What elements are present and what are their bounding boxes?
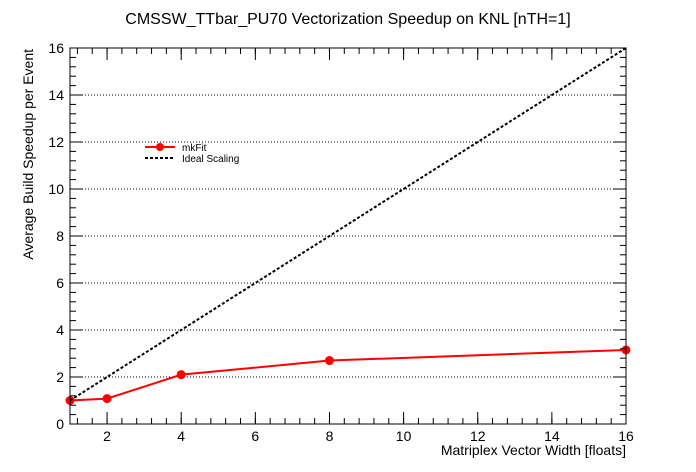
plot-series <box>65 47 631 405</box>
y-tick-label: 12 <box>48 134 64 150</box>
y-tick-label: 8 <box>56 228 64 244</box>
y-tick-label: 6 <box>56 275 64 291</box>
legend-label: Ideal Scaling <box>182 154 239 165</box>
y-tick-label: 10 <box>48 181 64 197</box>
y-tick-label: 4 <box>56 322 64 338</box>
mkfit-point <box>324 356 334 366</box>
y-tick-label: 2 <box>56 369 64 385</box>
x-tick-label: 12 <box>470 428 486 444</box>
mkfit-point <box>102 394 112 404</box>
legend-label: mkFit <box>182 143 207 154</box>
x-tick-label: 16 <box>618 428 634 444</box>
y-tick-label: 16 <box>48 40 64 56</box>
x-tick-label: 10 <box>396 428 412 444</box>
x-tick-label: 4 <box>177 428 185 444</box>
y-axis-title: Average Build Speedup per Event <box>20 49 36 260</box>
x-tick-label: 8 <box>326 428 334 444</box>
y-tick-label: 0 <box>56 416 64 432</box>
x-tick-label: 6 <box>251 428 259 444</box>
mkfit-point <box>176 370 186 380</box>
x-tick-label: 14 <box>544 428 560 444</box>
x-tick-label: 2 <box>103 428 111 444</box>
axes: 0 2 4 6 8 10 12 14 16 2 4 6 8 10 12 14 16 <box>48 40 634 444</box>
x-axis-title: Matriplex Vector Width [floats] <box>441 442 626 458</box>
y-tick-label: 14 <box>48 87 64 103</box>
chart-title: CMSSW_TTbar_PU70 Vectorization Speedup o… <box>125 11 570 28</box>
legend-marker <box>156 143 164 151</box>
